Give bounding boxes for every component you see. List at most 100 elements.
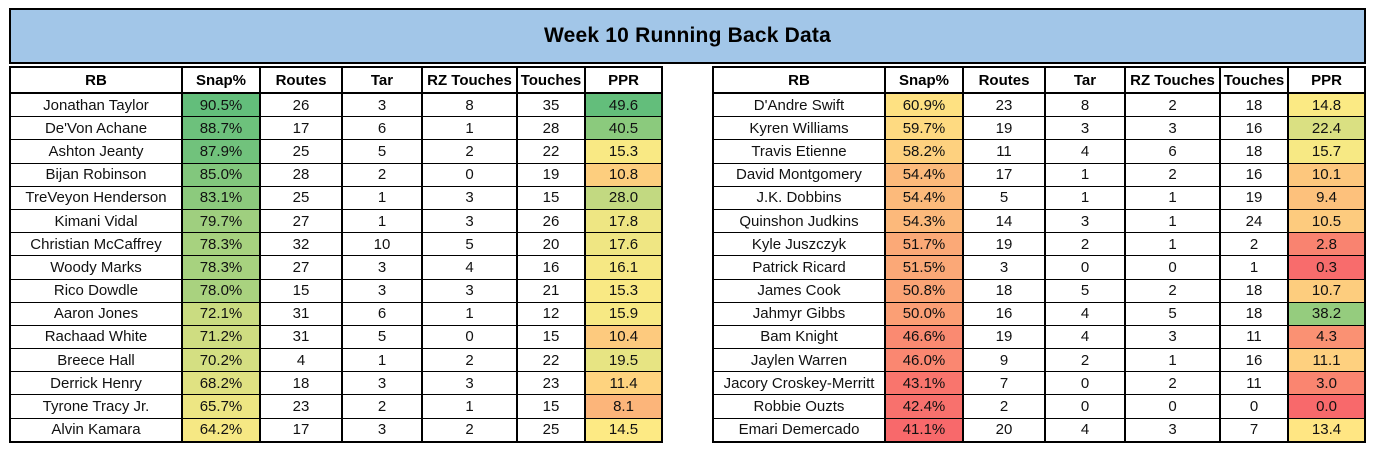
- cell-ppr[interactable]: 0.0: [1287, 394, 1366, 419]
- cell-targets[interactable]: 3: [341, 255, 423, 280]
- cell-routes[interactable]: 19: [962, 324, 1046, 350]
- cell-rb-name[interactable]: Jaylen Warren: [712, 348, 886, 373]
- cell-routes[interactable]: 18: [259, 371, 343, 396]
- cell-rz-touches[interactable]: 3: [421, 208, 518, 234]
- cell-targets[interactable]: 2: [341, 162, 423, 187]
- cell-routes[interactable]: 31: [259, 301, 343, 326]
- cell-ppr[interactable]: 10.4: [584, 324, 663, 350]
- cell-rb-name[interactable]: Bijan Robinson: [9, 162, 183, 187]
- col-header-rz[interactable]: RZ Touches: [421, 66, 518, 94]
- cell-rb-name[interactable]: Tyrone Tracy Jr.: [9, 394, 183, 419]
- cell-rb-name[interactable]: De'Von Achane: [9, 116, 183, 141]
- cell-rz-touches[interactable]: 5: [421, 232, 518, 257]
- cell-targets[interactable]: 3: [341, 92, 423, 118]
- cell-snap-pct[interactable]: 54.4%: [884, 185, 964, 210]
- cell-ppr[interactable]: 17.8: [584, 208, 663, 234]
- cell-rz-touches[interactable]: 1: [421, 394, 518, 419]
- cell-snap-pct[interactable]: 46.0%: [884, 348, 964, 373]
- cell-ppr[interactable]: 13.4: [1287, 417, 1366, 443]
- cell-rb-name[interactable]: Alvin Kamara: [9, 417, 183, 443]
- cell-targets[interactable]: 1: [341, 185, 423, 210]
- cell-routes[interactable]: 19: [962, 232, 1046, 257]
- cell-rz-touches[interactable]: 2: [421, 139, 518, 164]
- cell-rz-touches[interactable]: 0: [421, 324, 518, 350]
- cell-touches[interactable]: 15: [516, 324, 586, 350]
- cell-targets[interactable]: 8: [1044, 92, 1126, 118]
- cell-snap-pct[interactable]: 60.9%: [884, 92, 964, 118]
- cell-rb-name[interactable]: Breece Hall: [9, 348, 183, 373]
- cell-rb-name[interactable]: Derrick Henry: [9, 371, 183, 396]
- col-header-rb[interactable]: RB: [9, 66, 183, 94]
- cell-snap-pct[interactable]: 51.7%: [884, 232, 964, 257]
- cell-rz-touches[interactable]: 8: [421, 92, 518, 118]
- cell-touches[interactable]: 25: [516, 417, 586, 443]
- cell-ppr[interactable]: 40.5: [584, 116, 663, 141]
- cell-routes[interactable]: 17: [259, 417, 343, 443]
- cell-routes[interactable]: 2: [962, 394, 1046, 419]
- cell-routes[interactable]: 3: [962, 255, 1046, 280]
- cell-targets[interactable]: 0: [1044, 371, 1126, 396]
- cell-snap-pct[interactable]: 83.1%: [181, 185, 261, 210]
- cell-touches[interactable]: 2: [1219, 232, 1289, 257]
- cell-ppr[interactable]: 0.3: [1287, 255, 1366, 280]
- cell-ppr[interactable]: 2.8: [1287, 232, 1366, 257]
- col-header-tar[interactable]: Tar: [341, 66, 423, 94]
- cell-targets[interactable]: 1: [1044, 185, 1126, 210]
- cell-touches[interactable]: 0: [1219, 394, 1289, 419]
- cell-touches[interactable]: 16: [1219, 162, 1289, 187]
- cell-ppr[interactable]: 9.4: [1287, 185, 1366, 210]
- cell-targets[interactable]: 4: [1044, 301, 1126, 326]
- cell-routes[interactable]: 25: [259, 185, 343, 210]
- cell-touches[interactable]: 16: [516, 255, 586, 280]
- cell-rb-name[interactable]: J.K. Dobbins: [712, 185, 886, 210]
- cell-touches[interactable]: 35: [516, 92, 586, 118]
- cell-targets[interactable]: 5: [341, 324, 423, 350]
- cell-snap-pct[interactable]: 51.5%: [884, 255, 964, 280]
- cell-touches[interactable]: 18: [1219, 278, 1289, 303]
- cell-snap-pct[interactable]: 41.1%: [884, 417, 964, 443]
- cell-routes[interactable]: 17: [259, 116, 343, 141]
- cell-snap-pct[interactable]: 64.2%: [181, 417, 261, 443]
- cell-rb-name[interactable]: Emari Demercado: [712, 417, 886, 443]
- cell-rb-name[interactable]: Woody Marks: [9, 255, 183, 280]
- cell-rz-touches[interactable]: 2: [1124, 162, 1221, 187]
- cell-rb-name[interactable]: Bam Knight: [712, 324, 886, 350]
- cell-rz-touches[interactable]: 6: [1124, 139, 1221, 164]
- cell-routes[interactable]: 28: [259, 162, 343, 187]
- cell-rz-touches[interactable]: 1: [1124, 185, 1221, 210]
- cell-snap-pct[interactable]: 59.7%: [884, 116, 964, 141]
- cell-rb-name[interactable]: David Montgomery: [712, 162, 886, 187]
- cell-routes[interactable]: 5: [962, 185, 1046, 210]
- cell-rz-touches[interactable]: 3: [1124, 116, 1221, 141]
- col-header-touches[interactable]: Touches: [1219, 66, 1289, 94]
- cell-routes[interactable]: 16: [962, 301, 1046, 326]
- cell-ppr[interactable]: 11.1: [1287, 348, 1366, 373]
- cell-rz-touches[interactable]: 2: [1124, 92, 1221, 118]
- cell-snap-pct[interactable]: 79.7%: [181, 208, 261, 234]
- cell-snap-pct[interactable]: 43.1%: [884, 371, 964, 396]
- cell-routes[interactable]: 32: [259, 232, 343, 257]
- cell-touches[interactable]: 11: [1219, 371, 1289, 396]
- cell-snap-pct[interactable]: 50.8%: [884, 278, 964, 303]
- cell-targets[interactable]: 0: [1044, 255, 1126, 280]
- cell-rb-name[interactable]: Kyren Williams: [712, 116, 886, 141]
- cell-snap-pct[interactable]: 78.3%: [181, 255, 261, 280]
- cell-rz-touches[interactable]: 2: [1124, 371, 1221, 396]
- cell-snap-pct[interactable]: 72.1%: [181, 301, 261, 326]
- cell-routes[interactable]: 26: [259, 92, 343, 118]
- cell-touches[interactable]: 18: [1219, 139, 1289, 164]
- cell-targets[interactable]: 3: [341, 278, 423, 303]
- cell-routes[interactable]: 4: [259, 348, 343, 373]
- cell-ppr[interactable]: 49.6: [584, 92, 663, 118]
- cell-ppr[interactable]: 10.8: [584, 162, 663, 187]
- cell-touches[interactable]: 15: [516, 394, 586, 419]
- cell-routes[interactable]: 15: [259, 278, 343, 303]
- cell-touches[interactable]: 24: [1219, 208, 1289, 234]
- cell-rb-name[interactable]: D'Andre Swift: [712, 92, 886, 118]
- cell-touches[interactable]: 20: [516, 232, 586, 257]
- cell-routes[interactable]: 20: [962, 417, 1046, 443]
- cell-ppr[interactable]: 19.5: [584, 348, 663, 373]
- cell-routes[interactable]: 23: [962, 92, 1046, 118]
- cell-ppr[interactable]: 15.3: [584, 139, 663, 164]
- cell-ppr[interactable]: 4.3: [1287, 324, 1366, 350]
